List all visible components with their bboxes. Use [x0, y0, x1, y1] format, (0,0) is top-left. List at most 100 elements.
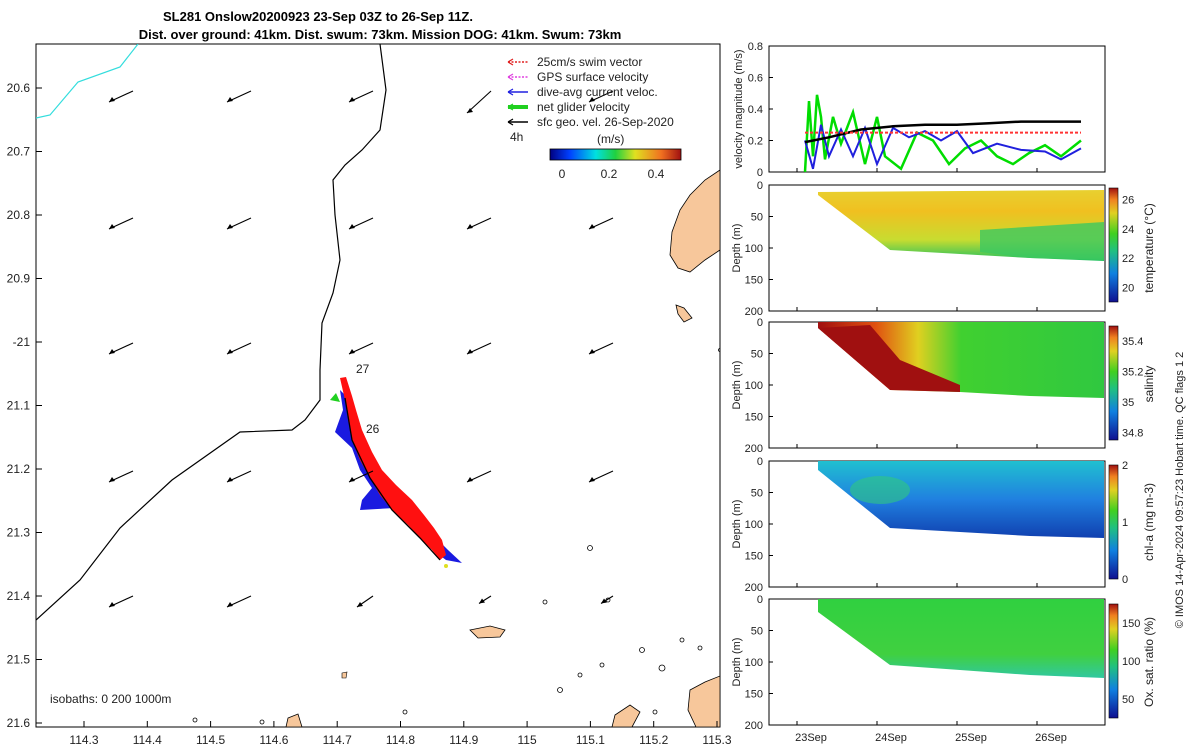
- velocity-ytick-label: 0.4: [748, 104, 763, 116]
- current-vector-head: [467, 477, 473, 482]
- land-islet-1: [675, 304, 693, 323]
- land-islet-2: [469, 625, 506, 639]
- velocity-series-line: [803, 94, 1082, 173]
- salinity-panel: [768, 321, 1119, 449]
- current-vector-head: [349, 477, 355, 482]
- glider-track-net-line: [344, 397, 441, 561]
- map-xtick-label: 115: [518, 733, 537, 747]
- isobath-1000m: [36, 44, 139, 119]
- current-vector-head: [357, 602, 363, 607]
- oxygen-cbar-label: Ox. sat. ratio (%): [1142, 617, 1156, 707]
- map-ytick-label: 21.6: [7, 716, 31, 730]
- depth-tick-label: 100: [745, 380, 763, 392]
- isobath-200m: [36, 44, 387, 621]
- depth-tick-label: 150: [745, 275, 763, 287]
- map-xtick-label: 114.5: [196, 733, 225, 747]
- map-xtick-label: 114.8: [386, 733, 415, 747]
- reef-outlines: [192, 348, 720, 725]
- current-vector-head: [227, 224, 233, 229]
- depth-axis-label: Depth (m): [731, 224, 743, 273]
- colorbar-tick-label: 150: [1122, 618, 1140, 630]
- map-xtick-label: 115.1: [576, 733, 605, 747]
- footer-credit: © IMOS 14-Apr-2024 09:57:23 Hobart time.…: [1174, 352, 1186, 629]
- temperature-cbar-label: temperature (°C): [1142, 203, 1156, 293]
- isobaths-label: isobaths: 0 200 1000m: [50, 692, 171, 706]
- velocity-ytick-label: 0: [757, 167, 763, 179]
- salinity-colorbar: [1108, 325, 1119, 441]
- colorbar-tick-2: 0.4: [648, 167, 665, 181]
- glider-position-marker: [444, 564, 448, 568]
- map-xtick-label: 114.3: [69, 733, 98, 747]
- map-ytick-label: 20.9: [7, 272, 31, 286]
- velocity-ytick-label: 0.8: [748, 41, 763, 53]
- map-ytick-label: 21.5: [7, 653, 31, 667]
- colorbar-tick-0: 0: [559, 167, 566, 181]
- land-islet-5: [341, 671, 348, 679]
- depth-tick-label: 50: [751, 626, 763, 638]
- depth-tick-label: 0: [757, 456, 763, 468]
- current-vector-head: [589, 349, 595, 354]
- current-vector-head: [109, 602, 115, 607]
- depth-tick-label: 200: [745, 306, 763, 318]
- current-vector-head: [589, 224, 595, 229]
- colorbar-tick-label: 50: [1122, 694, 1134, 706]
- colorbar-tick-label: 22: [1122, 253, 1134, 265]
- date-tick-label: 24Sep: [875, 732, 907, 744]
- colorbar-tick-label: 34.8: [1122, 427, 1143, 439]
- map-ytick-label: 21.3: [7, 526, 31, 540]
- legend-arrowhead: [507, 103, 514, 111]
- temperature-cool-layer: [980, 222, 1104, 260]
- colorbar-tick-label: 35: [1122, 397, 1134, 409]
- section-axes: 0 50 100 150 200 Depth (m) 0 50 100 150 200 Depth (…: [731, 168, 1143, 744]
- map-xtick-label: 114.9: [449, 733, 478, 747]
- depth-tick-label: 200: [745, 720, 763, 732]
- map-xtick-label: 114.7: [323, 733, 352, 747]
- map-ytick-label: 20.8: [7, 208, 31, 222]
- depth-axis-label: Depth (m): [731, 361, 743, 410]
- current-vector-head: [601, 598, 607, 604]
- current-vector-head: [349, 349, 355, 354]
- date-tick-label: 23Sep: [795, 732, 827, 744]
- velocity-y-ticks: 0 0.2 0.4 0.6 0.8: [748, 41, 773, 179]
- depth-axis-label: Depth (m): [731, 500, 743, 549]
- salinity-high-core: [818, 325, 960, 392]
- quiver-field: [108, 90, 614, 608]
- current-vector-head: [589, 97, 595, 102]
- chart-title-line2: Dist. over ground: 41km. Dist. swum: 73k…: [139, 27, 622, 42]
- velocity-series: [803, 94, 1082, 173]
- current-vector-head: [349, 224, 355, 229]
- velocity-series-line: [804, 124, 1082, 170]
- current-vector-head: [349, 97, 355, 102]
- colorbar-unit: (m/s): [597, 132, 624, 146]
- depth-tick-label: 100: [745, 657, 763, 669]
- current-vector-head: [109, 349, 115, 354]
- legend-label: GPS surface velocity: [537, 70, 648, 84]
- depth-tick-label: 50: [751, 212, 763, 224]
- legend-arrowhead: [507, 73, 514, 81]
- day-label-26: 26: [366, 422, 380, 436]
- map-xtick-label: 115.2: [639, 733, 668, 747]
- colorbar-tick-1: 0.2: [601, 167, 618, 181]
- depth-tick-label: 50: [751, 488, 763, 500]
- date-tick-label: 25Sep: [955, 732, 987, 744]
- current-vector-head: [227, 602, 233, 607]
- map-xtick-label: 114.4: [133, 733, 162, 747]
- chl-panel: [768, 460, 1119, 588]
- legend-label: net glider velocity: [537, 100, 630, 114]
- temperature-panel: [768, 184, 1119, 312]
- current-vector-head: [109, 97, 115, 102]
- date-tick-label: 26Sep: [1035, 732, 1067, 744]
- chl-cbar-label: chl-a (mg m-3): [1142, 483, 1156, 561]
- chl-patch: [850, 476, 910, 504]
- current-vector-head: [467, 349, 473, 354]
- current-vector-head: [109, 224, 115, 229]
- oxygen-colorbar: [1108, 603, 1119, 719]
- depth-tick-label: 50: [751, 349, 763, 361]
- depth-tick-label: 200: [745, 582, 763, 594]
- glider-track-red: [340, 377, 446, 560]
- depth-axis-label: Depth (m): [731, 638, 743, 687]
- depth-tick-label: 0: [757, 594, 763, 606]
- velocity-ytick-label: 0.6: [748, 73, 763, 85]
- colorbar-tick-label: 24: [1122, 224, 1134, 236]
- map-xtick-label: 114.6: [259, 733, 288, 747]
